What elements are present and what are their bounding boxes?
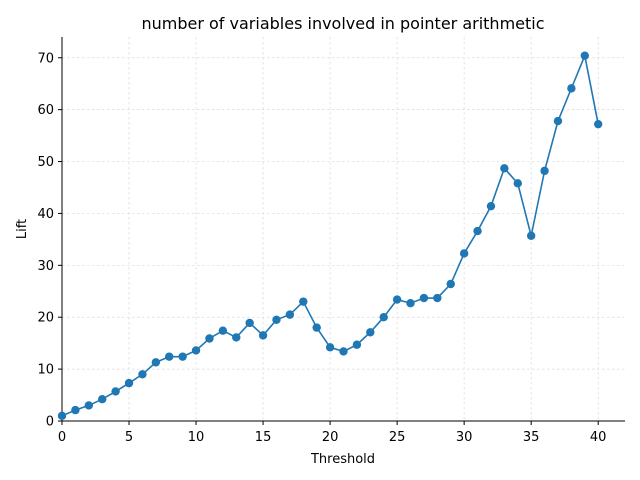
data-point: [84, 401, 94, 410]
data-point: [366, 328, 375, 337]
x-tick-label: 0: [58, 430, 66, 445]
data-point: [312, 323, 321, 332]
data-point: [352, 340, 362, 349]
data-point: [433, 293, 442, 303]
data-point: [272, 315, 281, 325]
axes: [61, 37, 625, 422]
data-point: [486, 201, 496, 211]
x-tick-label: 5: [125, 430, 133, 445]
data-point: [285, 310, 295, 319]
data-point: [111, 387, 120, 396]
y-tick-label: 30: [37, 259, 54, 274]
data-point: [138, 370, 147, 379]
data-point: [339, 347, 348, 356]
data-point: [71, 405, 80, 415]
data-point: [258, 331, 268, 340]
data-point: [473, 226, 482, 236]
data-point: [178, 352, 187, 361]
data-point: [205, 334, 214, 343]
data-point: [392, 295, 402, 304]
y-tick-label: 50: [37, 155, 54, 170]
x-tick-label: 10: [188, 430, 205, 445]
data-point: [553, 116, 563, 126]
data-point: [218, 326, 228, 335]
data-point: [191, 346, 201, 355]
data-point: [299, 297, 308, 306]
y-tick-label: 70: [37, 51, 54, 66]
x-tick-label: 30: [456, 430, 473, 445]
data-point: [245, 318, 254, 328]
y-tick-label: 20: [37, 311, 54, 326]
y-tick-label: 10: [37, 363, 54, 378]
x-tick-label: 15: [255, 430, 272, 445]
y-axis-label: Lift: [15, 219, 30, 239]
grid: [61, 37, 625, 422]
data-point: [165, 352, 174, 361]
data-point: [57, 411, 67, 421]
data-point: [406, 299, 415, 308]
y-tick-label: 0: [46, 415, 54, 430]
chart-title: number of variables involved in pointer …: [141, 14, 544, 33]
data-point: [500, 164, 509, 173]
data-point: [580, 51, 589, 60]
data-point: [98, 395, 107, 404]
y-tick-label: 40: [37, 207, 54, 222]
x-tick-label: 25: [389, 430, 406, 445]
x-tick-label: 40: [590, 430, 607, 445]
data-point: [567, 84, 576, 93]
data-point: [446, 279, 455, 289]
data-point: [124, 378, 134, 388]
data-point: [151, 358, 161, 367]
x-tick-label: 35: [523, 430, 540, 445]
data-point: [540, 166, 549, 176]
data-point: [593, 119, 603, 129]
ticks: 0 5 10 15 20 25 30 35 40 0 10 20 30 40 50 60 70: [37, 51, 606, 445]
x-tick-label: 20: [322, 430, 339, 445]
data-point: [419, 293, 429, 303]
data-point: [325, 343, 335, 352]
y-tick-label: 60: [37, 103, 54, 118]
data-point: [379, 313, 388, 322]
series: [57, 51, 603, 421]
x-axis-label: Threshold: [310, 452, 375, 467]
data-point: [513, 179, 522, 188]
data-point: [526, 231, 536, 240]
data-point: [232, 333, 241, 342]
data-point: [459, 249, 469, 258]
